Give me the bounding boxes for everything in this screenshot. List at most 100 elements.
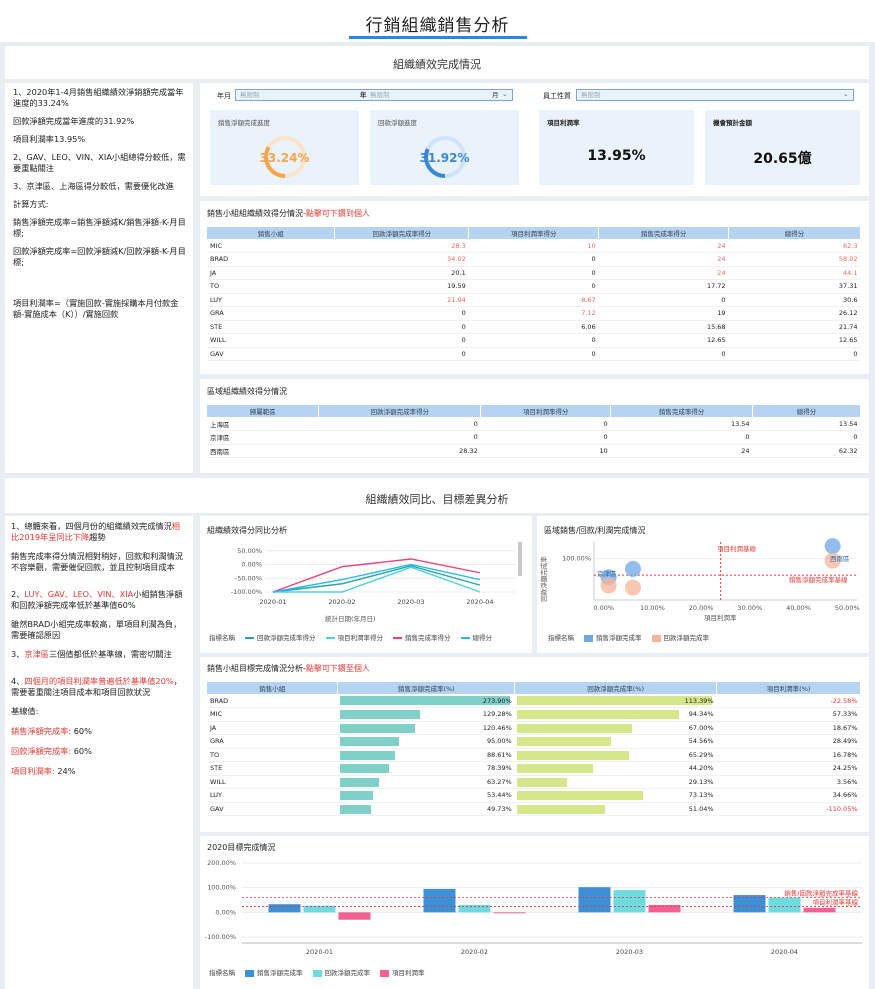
table-row[interactable]: GRA 95.00% 54.56% 28.49%	[207, 734, 861, 749]
table-row[interactable]: BRAD 34.02 0 24 58.02	[207, 252, 861, 267]
y-tick-label: 100.00%	[207, 884, 236, 892]
table-cell: 0	[334, 333, 469, 348]
table-cell: 62.32	[752, 444, 861, 458]
target-bar-panel: 2020目標完成情況 200.00% 100.00% 0.00% -100.00% 20…	[200, 836, 869, 989]
yoy-chart-panel: 組織績效得分同比分析 50.00% 0.00% -50.00% -100.00% 202…	[200, 516, 532, 653]
table-row[interactable]: STE 78.39% 44.20% 24.25%	[207, 761, 861, 776]
chevron-down-icon[interactable]: ⌄	[843, 90, 849, 98]
legend-item[interactable]: 銷售淨額完成率	[584, 632, 642, 642]
chevron-down-icon[interactable]: ⌄	[502, 90, 508, 98]
table-row[interactable]: WILL 0 0 12.65 12.65	[207, 333, 861, 348]
y-tick-label: -100.00%	[231, 588, 262, 596]
table-row[interactable]: 上海區 0 0 13.54 13.54	[207, 417, 861, 431]
table-cell: 0	[598, 293, 729, 307]
table-cell: WILL	[207, 775, 338, 789]
legend-item[interactable]: 項目利潤率得分	[325, 632, 383, 642]
table-row[interactable]: WILL 63.27% 29.13% 3.56%	[207, 775, 861, 789]
table-row[interactable]: JA 120.46% 67.00% 18.67%	[207, 721, 861, 735]
table-cell: TO	[207, 748, 338, 762]
table-row[interactable]: STE 0 6.06 15.68 21.74	[207, 320, 861, 334]
legend-item[interactable]: 回款淨額完成率得分	[245, 632, 316, 642]
table-row[interactable]: LUY 21.94 8.67 0 30.6	[207, 293, 861, 307]
column-header[interactable]: 回款淨額完成率得分	[318, 405, 482, 417]
table-row[interactable]: LUY 53.44% 73.13% 34.66%	[207, 788, 861, 803]
table-row[interactable]: MIC 129.28% 94.34% 57.33%	[207, 707, 861, 722]
table-row[interactable]: TO 88.61% 65.29% 16.78%	[207, 748, 861, 762]
cell-bar	[339, 710, 421, 719]
column-header[interactable]: 銷售小組	[207, 227, 336, 239]
table-cell: 94.34%	[514, 707, 717, 722]
table-row[interactable]: MIC 28.3 10 24 62.3	[207, 239, 861, 253]
emp-select[interactable]: 無限制 ⌄	[576, 89, 854, 101]
scrollbar[interactable]	[518, 542, 522, 576]
table-row[interactable]: GRA 0 7.12 19 26.12	[207, 306, 861, 321]
column-header[interactable]: 項目利潤率得分	[468, 227, 600, 239]
table-row[interactable]: GAV 49.73% 51.04% -110.05%	[207, 802, 861, 816]
legend-swatch	[312, 969, 322, 977]
column-header[interactable]: 項目利潤率得分	[480, 405, 612, 417]
table-cell: 0	[610, 430, 753, 445]
table-row[interactable]: 西南區 28.32 10 24 62.32	[207, 444, 861, 458]
yoy-legend: 指標名稱 回款淨額完成率得分 項目利潤率得分 銷售完成率得分 總得分	[209, 632, 492, 642]
progress-ring-icon	[424, 136, 466, 178]
y-axis-label: 回款淨額完成率	[539, 556, 548, 602]
legend-title: 指標名稱	[209, 969, 235, 977]
legend-item[interactable]: 銷售淨額完成率	[245, 967, 303, 977]
cell-bar	[516, 750, 630, 760]
table-cell: -22.58%	[716, 694, 861, 708]
kpi-label: 銷售淨額完成進度	[218, 119, 270, 127]
table-row[interactable]: JA 20.1 0 24 44.1	[207, 266, 861, 280]
table-cell: 10	[480, 444, 611, 458]
table-cell: 62.3	[728, 239, 861, 253]
table-cell: BRAD	[207, 694, 338, 708]
column-header[interactable]: 總得分	[752, 405, 861, 417]
table-row[interactable]: TO 19.59 0 17.72 37.31	[207, 279, 861, 294]
column-header[interactable]: 總得分	[728, 227, 861, 239]
month-select[interactable]: 無限制 年 無限制 月 ⌄	[235, 89, 513, 101]
table-cell: 37.31	[728, 279, 861, 294]
note-line: 基線值:	[11, 706, 39, 716]
legend-swatch	[460, 637, 470, 639]
table-cell: STE	[207, 761, 338, 776]
year-label: 年	[360, 91, 367, 99]
table-cell: 28.49%	[716, 734, 861, 749]
legend-item[interactable]: 回款淨額完成率	[651, 632, 709, 642]
table-row[interactable]: 京津區 0 0 0 0	[207, 430, 861, 445]
bar	[768, 897, 801, 913]
column-header[interactable]: 回款淨額完成率(%)	[514, 682, 718, 694]
table-row[interactable]: GAV 0 0 0 0	[207, 347, 861, 361]
emp-filter-label: 員工性質	[543, 92, 571, 100]
legend-item[interactable]: 項目利潤率	[380, 967, 425, 977]
table-cell: 0	[334, 306, 469, 321]
legend-swatch	[245, 969, 254, 977]
legend-swatch	[651, 634, 661, 642]
table-cell: JA	[207, 266, 335, 280]
column-header[interactable]: 項目利潤率(%)	[716, 682, 861, 694]
table-cell: MIC	[207, 239, 335, 253]
column-header[interactable]: 銷售小組	[207, 682, 339, 694]
kpi-value: 31.92%	[419, 151, 470, 165]
column-header[interactable]: 銷售完成率得分	[610, 405, 754, 417]
table-cell: 120.46%	[337, 721, 515, 735]
legend-item[interactable]: 銷售完成率得分	[393, 632, 451, 642]
table-cell: 24	[610, 444, 753, 458]
legend-item[interactable]: 總得分	[460, 632, 492, 642]
table-cell: 京津區	[207, 430, 319, 445]
note-line: 1、2020年1-4月銷售組織績效淨銷額完成當年進度的33.24%	[13, 87, 184, 108]
legend-item[interactable]: 回款淨額完成率	[312, 967, 370, 977]
legend-swatch	[393, 637, 402, 639]
table-cell: 67.00%	[514, 721, 717, 735]
table-cell: 0	[318, 430, 481, 445]
column-header[interactable]: 歸屬範區	[207, 405, 320, 417]
table-cell: LUY	[207, 293, 335, 307]
bar	[733, 895, 766, 913]
scatter-chart-panel: 區域銷售/回款/利潤完成情況 100.00% 0.00% 10.00% 20.00% 3…	[537, 516, 869, 653]
progress-ring-icon	[264, 136, 306, 178]
column-header[interactable]: 銷售完成率得分	[598, 227, 730, 239]
group-score-table: 銷售小組 回款淨額完成率得分 項目利潤率得分 銷售完成率得分 總得分 MIC 28.3 10…	[207, 227, 861, 361]
column-header[interactable]: 回款淨額完成率得分	[334, 227, 470, 239]
table-cell: JA	[207, 721, 338, 735]
column-header[interactable]: 銷售淨額完成率(%)	[337, 682, 516, 694]
kpi-sales-progress: 銷售淨額完成進度 33.24%	[210, 110, 359, 185]
table-row[interactable]: BRAD 273.90% 113.39% -22.58%	[207, 694, 861, 708]
